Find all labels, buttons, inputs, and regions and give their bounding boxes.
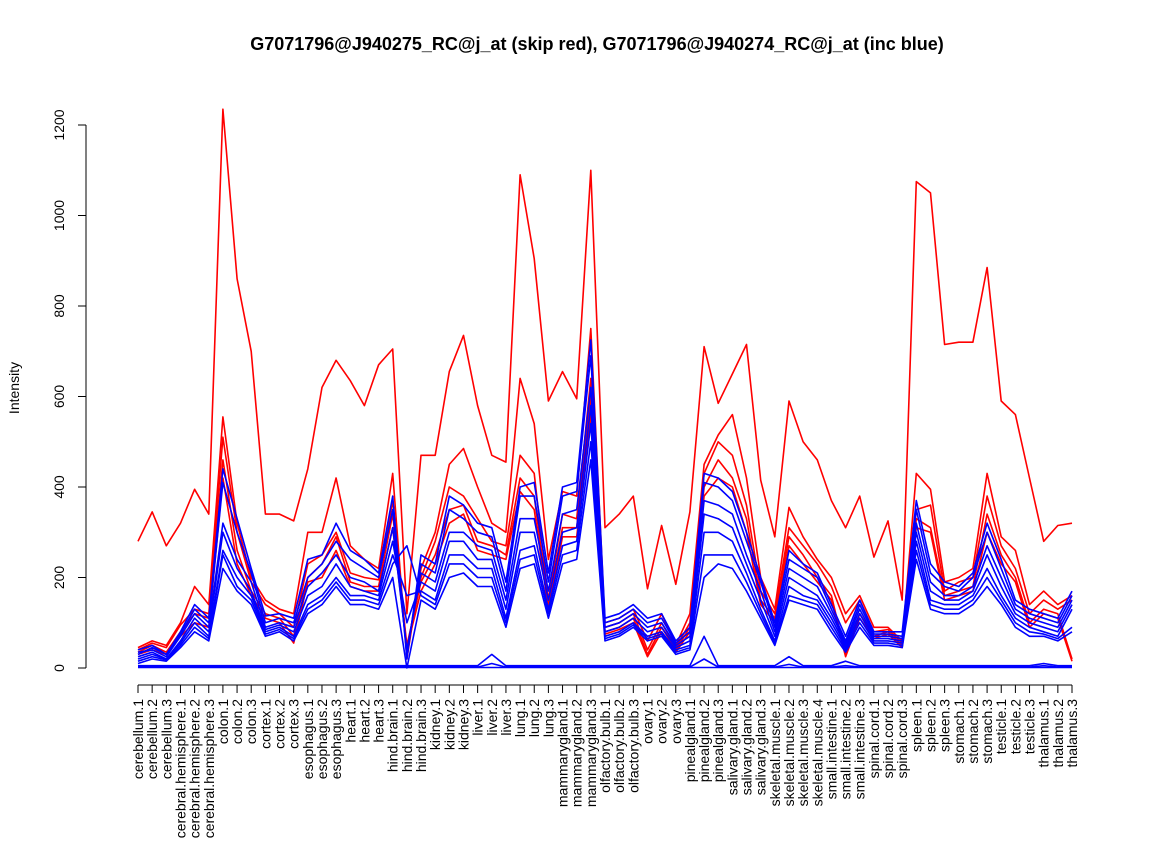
x-tick-label: cerebral.hemisphere.1 (172, 699, 188, 839)
x-tick-label: pinealgland.3 (710, 699, 726, 783)
x-tick-label: mammarygland.1 (555, 699, 571, 807)
x-tick-label: olfactory.bulb.3 (625, 699, 641, 793)
x-tick-label: skeletal.muscle.3 (795, 699, 811, 807)
x-tick-label: kidney.2 (441, 699, 457, 750)
x-tick-label: mammarygland.2 (569, 699, 585, 807)
x-tick-label: esophagus.2 (314, 699, 330, 779)
x-tick-label: kidney.3 (455, 699, 471, 750)
x-tick-label: lung.3 (540, 699, 556, 737)
x-tick-label: esophagus.1 (300, 699, 316, 779)
x-tick-label: pinealgland.2 (696, 699, 712, 783)
x-axis: cerebellum.1cerebellum.2cerebellum.3cere… (130, 684, 1080, 839)
x-tick-label: heart.3 (371, 699, 387, 743)
y-tick-label: 0 (51, 664, 67, 672)
x-tick-label: small.intestine.2 (838, 699, 854, 800)
y-tick-label: 600 (51, 385, 67, 409)
x-tick-label: spleen.2 (922, 699, 938, 752)
x-tick-label: testicle.1 (993, 699, 1009, 754)
x-tick-label: spleen.1 (908, 699, 924, 752)
y-tick-label: 400 (51, 475, 67, 499)
plot-lines (137, 108, 1073, 669)
x-tick-label: thalamus.2 (1050, 699, 1066, 768)
x-tick-label: cerebral.hemisphere.3 (201, 699, 217, 839)
x-tick-label: thalamus.1 (1036, 699, 1052, 768)
x-tick-label: ovary.1 (639, 699, 655, 744)
x-tick-label: cerebellum.1 (130, 699, 146, 779)
x-tick-label: testicle.2 (1007, 699, 1023, 754)
x-tick-label: lung.1 (512, 699, 528, 737)
y-axis-label: Intensity (6, 362, 22, 414)
x-tick-label: small.intestine.3 (852, 699, 868, 800)
x-tick-label: thalamus.3 (1064, 699, 1080, 768)
x-tick-label: stomach.1 (951, 699, 967, 764)
x-tick-label: cortex.3 (286, 699, 302, 749)
series-line-blue-12 (137, 459, 1073, 669)
x-tick-label: testicle.3 (1022, 699, 1038, 754)
x-tick-label: liver.2 (484, 699, 500, 736)
x-tick-label: hind.brain.1 (385, 699, 401, 772)
y-tick-label: 1200 (51, 109, 67, 140)
x-tick-label: skeletal.muscle.1 (767, 699, 783, 807)
x-tick-label: stomach.3 (979, 699, 995, 764)
x-tick-label: cerebral.hemisphere.2 (187, 699, 203, 839)
x-tick-label: spinal.cord.2 (880, 699, 896, 779)
y-tick-label: 200 (51, 566, 67, 590)
x-tick-label: spinal.cord.1 (866, 699, 882, 779)
x-tick-label: ovary.3 (668, 699, 684, 744)
x-tick-label: skeletal.muscle.4 (809, 699, 825, 807)
x-tick-label: skeletal.muscle.2 (781, 699, 797, 807)
chart-title: G7071796@J940275_RC@j_at (skip red), G70… (250, 34, 944, 54)
x-tick-label: lung.2 (526, 699, 542, 737)
y-tick-label: 1000 (51, 200, 67, 231)
x-tick-label: pinealgland.1 (682, 699, 698, 783)
x-tick-label: colon.3 (243, 699, 259, 744)
x-tick-label: cortex.2 (272, 699, 288, 749)
x-tick-label: kidney.1 (427, 699, 443, 750)
x-tick-label: ovary.2 (654, 699, 670, 744)
x-tick-label: salivary.gland.3 (753, 699, 769, 795)
series-line-red-1 (137, 108, 1073, 615)
x-tick-label: liver.1 (470, 699, 486, 736)
x-tick-label: olfactory.bulb.1 (597, 699, 613, 793)
x-tick-label: stomach.2 (965, 699, 981, 764)
x-tick-label: spinal.cord.3 (894, 699, 910, 779)
x-tick-label: heart.1 (342, 699, 358, 743)
series-line-blue-13 (138, 635, 1072, 667)
x-tick-label: hind.brain.3 (413, 699, 429, 772)
x-tick-label: olfactory.bulb.2 (611, 699, 627, 793)
x-tick-label: hind.brain.2 (399, 699, 415, 772)
y-tick-label: 800 (51, 294, 67, 318)
x-tick-label: colon.2 (229, 699, 245, 744)
x-tick-label: cerebellum.3 (158, 699, 174, 779)
x-tick-label: small.intestine.1 (823, 699, 839, 800)
x-tick-label: esophagus.3 (328, 699, 344, 779)
x-tick-label: salivary.gland.2 (739, 699, 755, 795)
y-axis: 0 200 400 600 800 1000 1200 (51, 109, 87, 672)
x-tick-label: cerebellum.2 (144, 699, 160, 779)
x-tick-label: colon.1 (215, 699, 231, 744)
x-tick-label: liver.3 (498, 699, 514, 736)
x-tick-label: salivary.gland.1 (724, 699, 740, 795)
x-tick-label: heart.2 (356, 699, 372, 743)
x-tick-label: mammarygland.3 (583, 699, 599, 807)
x-tick-label: cortex.1 (257, 699, 273, 749)
x-tick-label: spleen.3 (937, 699, 953, 752)
